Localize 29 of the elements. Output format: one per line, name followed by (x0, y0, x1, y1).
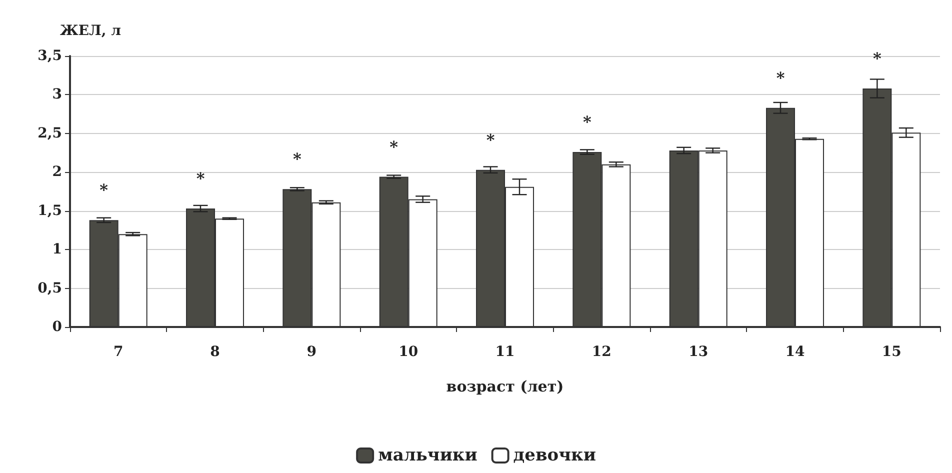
y-tick-label: 2,5 (38, 125, 62, 142)
x-tick-label: 13 (688, 344, 708, 360)
annotation: * (872, 49, 882, 68)
x-tick-label: 12 (592, 344, 612, 360)
legend-label: девочки (513, 446, 596, 466)
annotation: * (100, 180, 109, 200)
annotation: * (776, 68, 786, 88)
x-tick-label: 10 (398, 344, 418, 360)
y-tick-label: 1 (52, 242, 62, 258)
y-tick-label: 1,5 (38, 202, 62, 219)
y-tick-label: 3 (52, 86, 62, 103)
x-tick-label: 15 (882, 344, 902, 360)
annotation: * (390, 137, 399, 156)
y-tick-label: 2 (52, 164, 62, 180)
y-tick-label: 0 (52, 319, 62, 335)
x-tick-label: 8 (210, 344, 220, 360)
x-axis-title: возраст (лет) (446, 378, 564, 396)
annotation: * (486, 130, 496, 150)
x-tick-label: 14 (785, 344, 805, 360)
y-tick-label: 0,5 (38, 280, 62, 296)
annotation: * (582, 112, 592, 132)
x-tick-label: 7 (113, 344, 124, 360)
x-tick-label: 9 (306, 344, 317, 360)
y-tick-label: 3,5 (38, 48, 62, 64)
annotation: * (292, 150, 302, 169)
legend-label: мальчики (378, 446, 478, 466)
y-axis-title: ЖЕЛ, л (60, 23, 122, 39)
x-tick-label: 11 (495, 344, 515, 360)
annotation: * (196, 169, 206, 188)
